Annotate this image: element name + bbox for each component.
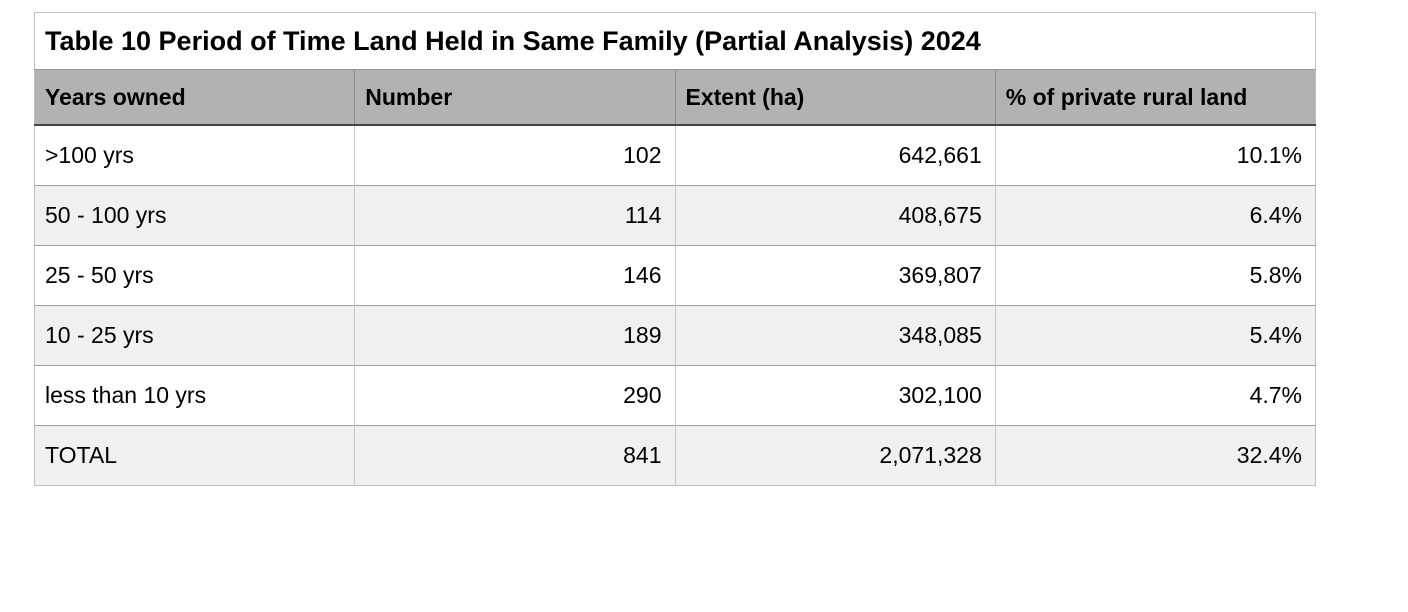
extent-cell: 348,085 (674, 305, 996, 366)
extent-cell: 369,807 (674, 245, 996, 306)
years-owned-cell: 50 - 100 yrs (34, 185, 355, 246)
extent-cell: 408,675 (674, 185, 996, 246)
years-owned-cell: less than 10 yrs (34, 365, 355, 426)
percent-cell: 10.1% (994, 124, 1316, 186)
years-owned-cell: 10 - 25 yrs (34, 305, 355, 366)
years-owned-cell: TOTAL (34, 425, 355, 486)
table-title: Table 10 Period of Time Land Held in Sam… (34, 12, 1316, 70)
years-owned-cell: 25 - 50 yrs (34, 245, 355, 306)
col-header-percent-private-rural-land: % of private rural land (994, 69, 1316, 126)
table-title-row: Table 10 Period of Time Land Held in Sam… (34, 12, 1316, 70)
table-row-50-100-yrs: 50 - 100 yrs 114 408,675 6.4% (34, 185, 1316, 246)
col-header-number: Number (354, 69, 675, 126)
land-held-table: Table 10 Period of Time Land Held in Sam… (34, 12, 1316, 486)
extent-cell: 302,100 (674, 365, 996, 426)
land-held-table-container: Table 10 Period of Time Land Held in Sam… (34, 12, 1316, 486)
extent-cell: 2,071,328 (674, 425, 996, 486)
table-row-total: TOTAL 841 2,071,328 32.4% (34, 425, 1316, 486)
table-header-row: Years owned Number Extent (ha) % of priv… (34, 69, 1316, 126)
col-header-years-owned: Years owned (34, 69, 355, 126)
years-owned-cell: >100 yrs (34, 124, 355, 186)
number-cell: 114 (354, 185, 675, 246)
number-cell: 841 (354, 425, 675, 486)
col-header-extent-ha: Extent (ha) (674, 69, 996, 126)
percent-cell: 32.4% (994, 425, 1316, 486)
table-row-less-than-10-yrs: less than 10 yrs 290 302,100 4.7% (34, 365, 1316, 426)
percent-cell: 4.7% (994, 365, 1316, 426)
percent-cell: 5.8% (994, 245, 1316, 306)
table-row-25-50-yrs: 25 - 50 yrs 146 369,807 5.8% (34, 245, 1316, 306)
number-cell: 102 (354, 124, 675, 186)
table-row-10-25-yrs: 10 - 25 yrs 189 348,085 5.4% (34, 305, 1316, 366)
number-cell: 146 (354, 245, 675, 306)
table-row-over-100-yrs: >100 yrs 102 642,661 10.1% (34, 124, 1316, 186)
extent-cell: 642,661 (674, 124, 996, 186)
percent-cell: 5.4% (994, 305, 1316, 366)
number-cell: 290 (354, 365, 675, 426)
number-cell: 189 (354, 305, 675, 366)
percent-cell: 6.4% (994, 185, 1316, 246)
